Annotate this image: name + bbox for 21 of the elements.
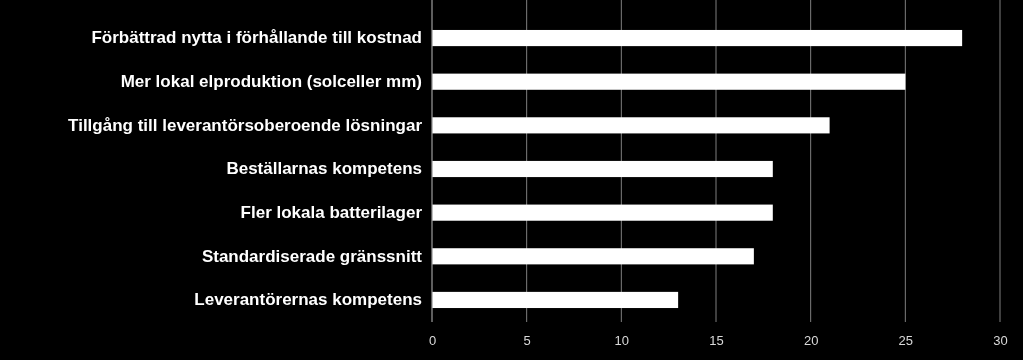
bar: [432, 117, 830, 134]
y-tick-label: Fler lokala batterilager: [240, 203, 423, 223]
x-tick-label: 15: [709, 333, 724, 349]
x-tick-label: 30: [993, 333, 1008, 349]
y-tick-label: Mer lokal elproduktion (solceller mm): [120, 72, 422, 92]
y-tick-label: Förbättrad nytta i förhållande till kostnad: [91, 28, 422, 48]
x-tick-label: 0: [428, 333, 437, 349]
y-tick-label: Standardiserade gränssnitt: [201, 246, 423, 266]
x-tick-label: 10: [614, 333, 630, 349]
x-tick-label: 20: [803, 333, 819, 349]
y-tick-label: Leverantörernas kompetens: [194, 290, 422, 310]
y-tick-label: Tillgång till leverantörsoberoende lösningar: [68, 115, 423, 135]
x-tick-label: 5: [523, 333, 531, 349]
bar: [432, 204, 773, 221]
bar: [432, 29, 963, 47]
bar: [432, 291, 679, 309]
bar: [432, 248, 754, 265]
y-tick-label: Beställarnas kompetens: [226, 159, 422, 179]
bar: [432, 73, 906, 90]
x-tick-label: 25: [898, 333, 914, 349]
bar: [432, 160, 773, 178]
